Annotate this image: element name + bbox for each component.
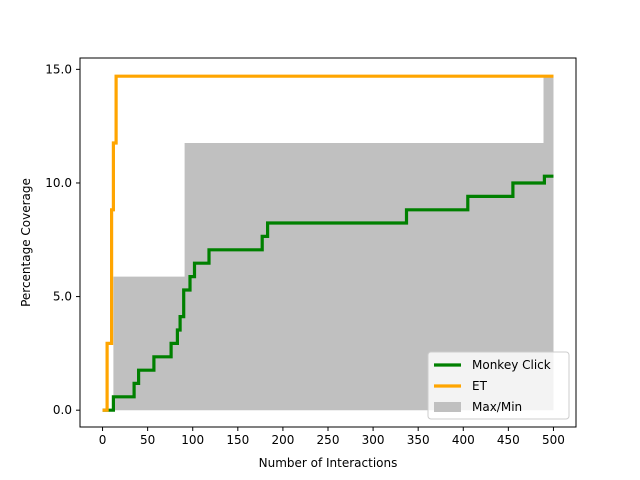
max-min-band-layer	[102, 76, 554, 411]
y-tick-label: 0.0	[53, 403, 72, 417]
x-tick-label: 150	[226, 433, 249, 447]
y-tick-label: 10.0	[45, 176, 72, 190]
max-min-band	[102, 76, 554, 411]
y-axis-label: Percentage Coverage	[19, 178, 33, 307]
et-legend-label: ET	[472, 379, 488, 393]
max-min-legend-swatch	[434, 402, 461, 412]
series-layer	[102, 74, 554, 412]
x-tick-label: 450	[497, 433, 520, 447]
x-tick-label: 250	[317, 433, 340, 447]
x-tick-label: 500	[542, 433, 565, 447]
max-min-legend-label: Max/Min	[472, 400, 522, 414]
y-tick-label: 15.0	[45, 62, 72, 76]
legend: Monkey Click ET Max/Min	[427, 351, 570, 420]
legend-box	[427, 351, 570, 420]
x-tick-label: 100	[181, 433, 204, 447]
x-tick-label: 350	[407, 433, 430, 447]
y-axis-ticks: 0.0 5.0 10.0 15.0	[45, 62, 80, 417]
x-tick-label: 300	[362, 433, 385, 447]
x-tick-label: 0	[99, 433, 107, 447]
x-axis-label: Number of Interactions	[259, 456, 398, 470]
monkey-click-legend-label: Monkey Click	[472, 358, 551, 372]
monkey-click-line	[102, 174, 554, 412]
x-tick-label: 50	[140, 433, 155, 447]
x-tick-label: 400	[452, 433, 475, 447]
et-line	[102, 74, 554, 412]
x-axis-ticks: 0 50 100 150 200 250 300 350 400 450 500	[99, 427, 565, 447]
x-tick-label: 200	[271, 433, 294, 447]
y-tick-label: 5.0	[53, 290, 72, 304]
